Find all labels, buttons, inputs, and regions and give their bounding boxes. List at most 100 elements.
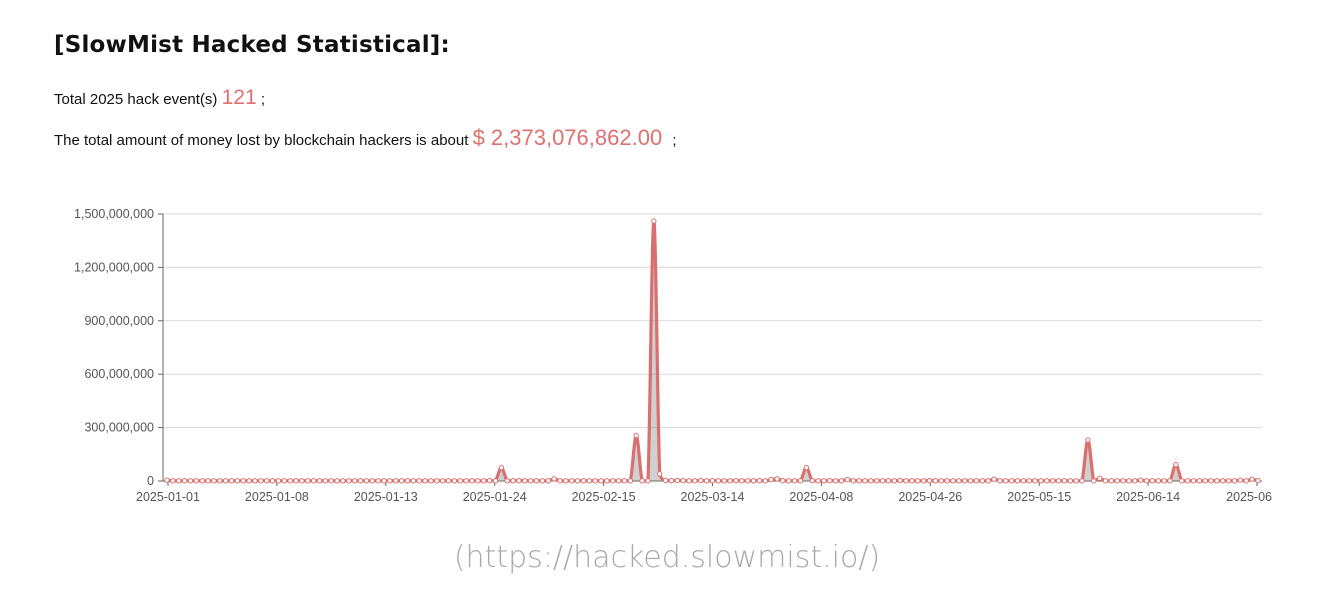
- data-point[interactable]: [703, 478, 710, 484]
- data-point[interactable]: [885, 478, 892, 484]
- data-point[interactable]: [434, 478, 440, 484]
- data-point[interactable]: [698, 477, 704, 484]
- data-point[interactable]: [1237, 477, 1244, 483]
- data-point[interactable]: [973, 478, 980, 484]
- data-point[interactable]: [1249, 476, 1255, 482]
- data-point[interactable]: [1114, 478, 1120, 484]
- data-point[interactable]: [1137, 477, 1144, 483]
- data-point[interactable]: [721, 478, 727, 484]
- data-point[interactable]: [1179, 478, 1185, 484]
- data-point[interactable]: [786, 478, 792, 484]
- data-point[interactable]: [334, 478, 340, 484]
- data-point[interactable]: [1044, 478, 1050, 484]
- data-point[interactable]: [1067, 478, 1074, 484]
- data-point[interactable]: [750, 478, 757, 484]
- data-point[interactable]: [1161, 478, 1167, 484]
- data-point[interactable]: [1096, 475, 1103, 482]
- data-point[interactable]: [181, 478, 188, 484]
- data-point[interactable]: [1184, 478, 1191, 484]
- data-point[interactable]: [580, 478, 587, 484]
- data-point[interactable]: [809, 477, 815, 484]
- data-point[interactable]: [709, 477, 716, 484]
- data-point[interactable]: [985, 478, 991, 484]
- data-point[interactable]: [217, 478, 223, 484]
- data-point[interactable]: [439, 478, 446, 484]
- data-point[interactable]: [586, 478, 593, 484]
- data-point[interactable]: [1102, 478, 1109, 484]
- data-point[interactable]: [615, 478, 622, 484]
- data-point[interactable]: [234, 478, 241, 484]
- data-point[interactable]: [305, 478, 311, 484]
- data-point[interactable]: [481, 478, 487, 484]
- data-point[interactable]: [463, 478, 469, 484]
- data-point[interactable]: [598, 478, 604, 484]
- data-point[interactable]: [956, 478, 962, 484]
- data-point[interactable]: [252, 478, 258, 484]
- data-point[interactable]: [246, 478, 252, 484]
- data-point[interactable]: [762, 478, 768, 484]
- data-point[interactable]: [1014, 478, 1021, 484]
- data-point[interactable]: [410, 478, 417, 484]
- data-point[interactable]: [170, 478, 176, 484]
- data-point[interactable]: [874, 478, 880, 484]
- data-point[interactable]: [1202, 478, 1208, 484]
- data-point[interactable]: [821, 478, 827, 484]
- data-point[interactable]: [422, 478, 428, 484]
- data-point[interactable]: [997, 478, 1003, 484]
- data-point[interactable]: [1079, 478, 1085, 484]
- data-point[interactable]: [457, 478, 463, 484]
- data-point[interactable]: [815, 478, 821, 484]
- data-point[interactable]: [1196, 478, 1203, 484]
- data-point[interactable]: [621, 478, 628, 484]
- data-point[interactable]: [269, 478, 276, 484]
- data-point[interactable]: [674, 477, 681, 484]
- data-point[interactable]: [475, 478, 481, 484]
- data-point[interactable]: [228, 478, 235, 484]
- data-point[interactable]: [205, 478, 211, 484]
- data-point[interactable]: [469, 478, 475, 484]
- data-point[interactable]: [756, 477, 763, 484]
- data-point[interactable]: [176, 478, 182, 484]
- data-point[interactable]: [240, 478, 246, 484]
- data-point[interactable]: [692, 478, 698, 484]
- data-point[interactable]: [504, 478, 510, 484]
- source-link[interactable]: (https://hacked.slowmist.io/): [453, 540, 881, 575]
- data-point[interactable]: [768, 476, 774, 483]
- data-point[interactable]: [932, 478, 939, 484]
- data-point[interactable]: [486, 477, 493, 484]
- data-point[interactable]: [1149, 478, 1156, 484]
- data-point[interactable]: [909, 478, 915, 484]
- data-point[interactable]: [686, 478, 692, 484]
- data-point[interactable]: [211, 478, 217, 484]
- data-point[interactable]: [445, 478, 452, 484]
- data-point[interactable]: [827, 477, 833, 484]
- data-point[interactable]: [363, 478, 370, 484]
- data-point[interactable]: [1173, 461, 1179, 468]
- data-point[interactable]: [633, 432, 639, 439]
- data-point[interactable]: [258, 478, 264, 484]
- data-point[interactable]: [774, 476, 780, 482]
- data-point[interactable]: [897, 477, 903, 484]
- data-point[interactable]: [938, 478, 944, 484]
- data-point[interactable]: [733, 477, 739, 484]
- data-point[interactable]: [1214, 478, 1220, 484]
- data-point[interactable]: [1020, 478, 1027, 484]
- data-point[interactable]: [393, 478, 399, 484]
- data-point[interactable]: [1231, 478, 1238, 484]
- data-point[interactable]: [1008, 478, 1015, 484]
- data-point[interactable]: [979, 478, 986, 484]
- data-point[interactable]: [868, 478, 874, 484]
- data-point[interactable]: [926, 477, 933, 484]
- data-point[interactable]: [604, 478, 610, 484]
- data-point[interactable]: [891, 478, 898, 484]
- data-point[interactable]: [1255, 477, 1261, 484]
- data-point[interactable]: [991, 476, 997, 482]
- data-point[interactable]: [187, 478, 194, 484]
- data-point[interactable]: [316, 478, 323, 484]
- data-point[interactable]: [569, 478, 575, 484]
- data-point[interactable]: [1208, 478, 1214, 484]
- data-point[interactable]: [492, 478, 499, 484]
- data-point[interactable]: [1120, 478, 1126, 484]
- data-point[interactable]: [832, 478, 839, 484]
- data-point[interactable]: [1167, 478, 1173, 484]
